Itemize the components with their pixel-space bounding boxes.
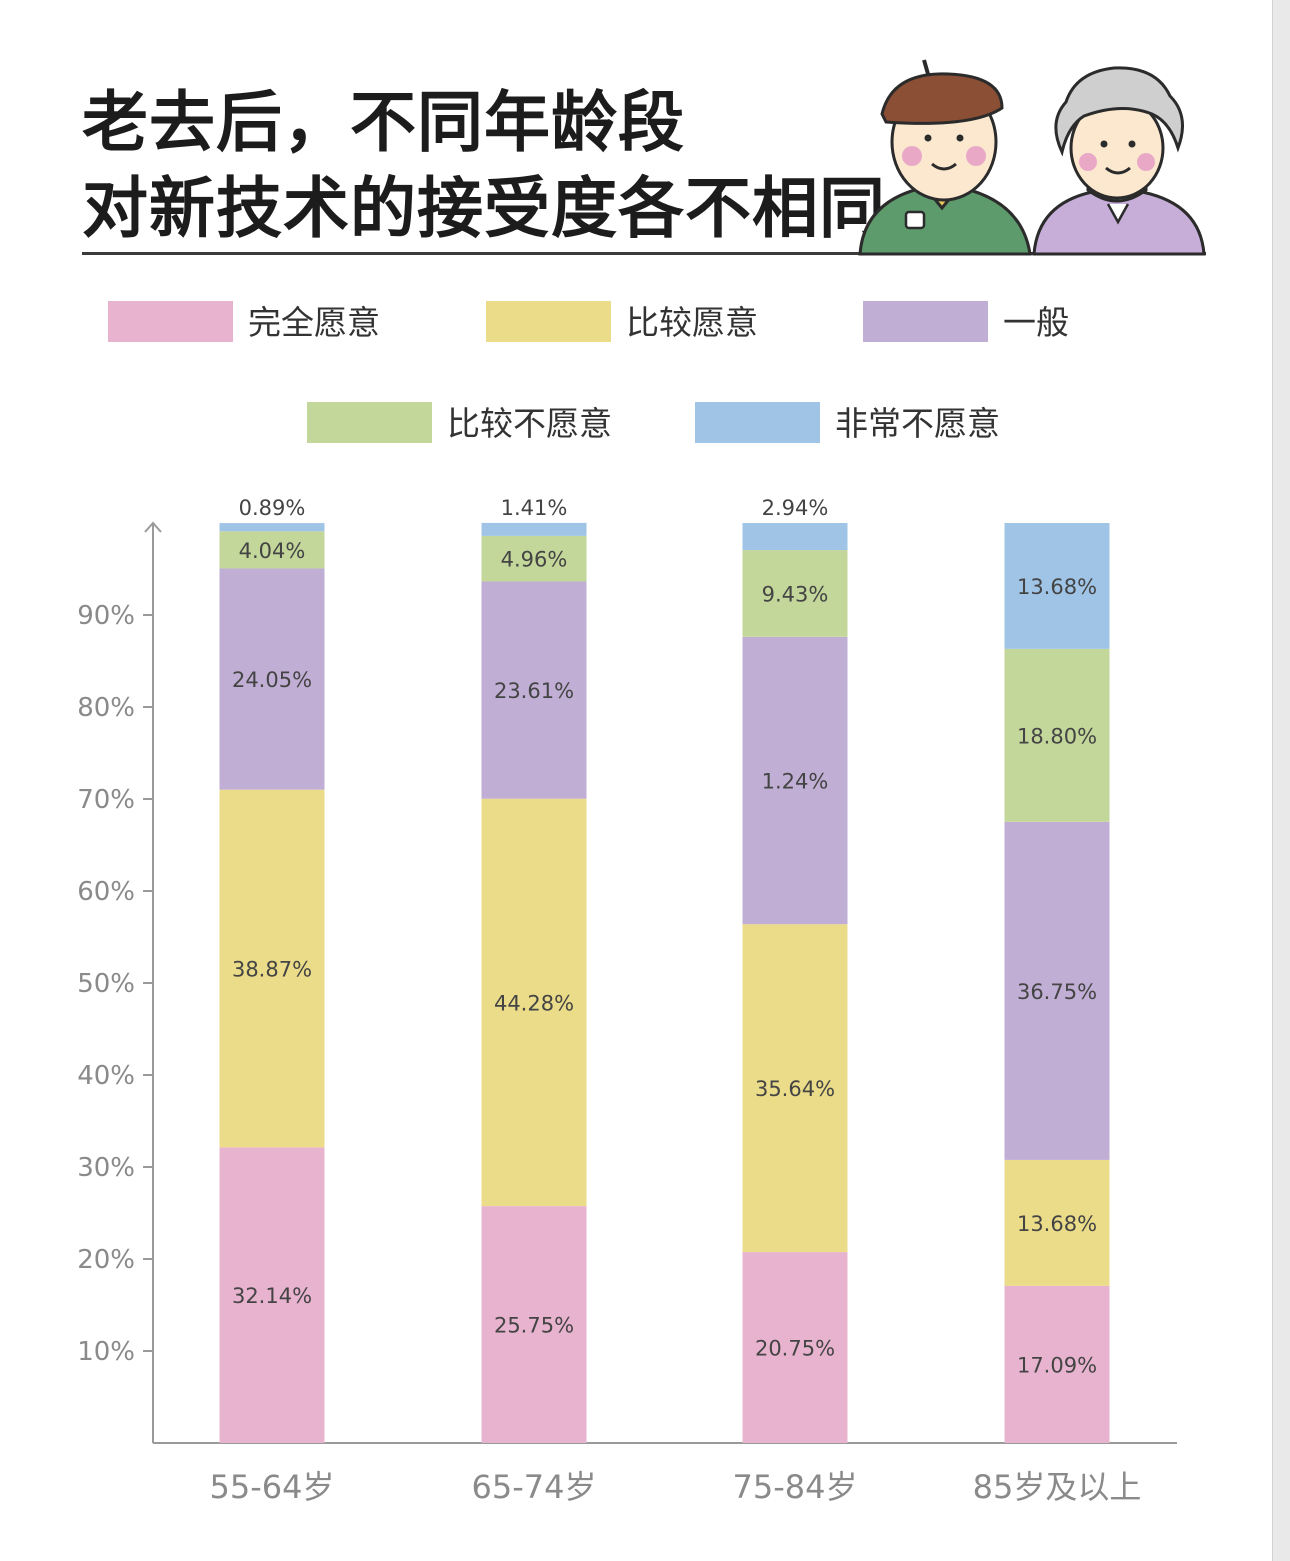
data-label-3-4: 13.68% — [1017, 575, 1097, 599]
bar-segment-2-4 — [742, 523, 848, 551]
bar-segment-2-2 — [742, 636, 848, 925]
legend-label-2: 一般 — [1003, 303, 1069, 342]
data-label-1-1: 44.28% — [494, 991, 574, 1015]
bar-segment-2-0 — [742, 1252, 848, 1443]
title-line-2: 对新技术的接受度各不相同 — [82, 170, 886, 247]
bar-segment-2-1 — [742, 924, 848, 1253]
grandpa-figure — [858, 59, 1032, 256]
bar-segment-0-3 — [219, 531, 325, 569]
data-label-1-2: 23.61% — [494, 679, 574, 703]
bar-segment-1-1 — [481, 798, 587, 1207]
data-label-0-4: 0.89% — [239, 496, 306, 520]
data-label-3-0: 17.09% — [1017, 1353, 1097, 1377]
data-label-2-4: 2.94% — [762, 496, 829, 520]
bar-segment-0-0 — [219, 1147, 325, 1443]
legend-label-3: 比较不愿意 — [447, 404, 612, 443]
data-label-2-1: 35.64% — [755, 1077, 835, 1101]
bar-segment-1-4 — [481, 522, 587, 536]
elderly-couple-illustration — [858, 59, 1206, 256]
legend-swatch-4 — [695, 402, 820, 443]
bar-segment-2-3 — [742, 550, 848, 637]
x-tick-label-2: 75-84岁 — [733, 1468, 858, 1506]
bar-segment-3-0 — [1004, 1285, 1110, 1443]
y-axis-arrow — [144, 521, 162, 533]
y-tick-label-0: 10% — [77, 1337, 135, 1367]
legend-label-0: 完全愿意 — [248, 303, 380, 342]
bar-segment-3-1 — [1004, 1159, 1110, 1286]
bar-segment-3-3 — [1004, 648, 1110, 822]
data-label-3-3: 18.80% — [1017, 724, 1097, 748]
title-line-1: 老去后，不同年龄段 — [82, 84, 685, 161]
y-tick-label-6: 70% — [77, 785, 135, 815]
y-tick-label-8: 90% — [77, 601, 135, 631]
data-label-2-0: 20.75% — [755, 1337, 835, 1361]
y-tick-label-2: 30% — [77, 1153, 135, 1183]
bar-segment-1-2 — [481, 581, 587, 799]
bar-segment-3-4 — [1004, 523, 1110, 649]
legend-swatch-3 — [307, 402, 432, 443]
data-label-3-1: 13.68% — [1017, 1212, 1097, 1236]
y-tick-label-3: 40% — [77, 1061, 135, 1091]
data-label-1-3: 4.96% — [501, 548, 568, 572]
data-label-3-2: 36.75% — [1017, 980, 1097, 1004]
bar-segment-3-2 — [1004, 821, 1110, 1160]
y-tick-label-7: 80% — [77, 693, 135, 723]
scrollbar-edge — [1272, 0, 1273, 1561]
bar-segment-0-4 — [219, 523, 325, 532]
bar-segment-0-2 — [219, 568, 325, 790]
y-tick-label-5: 60% — [77, 877, 135, 907]
data-label-0-0: 32.14% — [232, 1284, 312, 1308]
data-label-2-2: 1.24% — [762, 770, 829, 794]
y-tick-label-4: 50% — [77, 969, 135, 999]
legend-swatch-1 — [486, 301, 611, 342]
data-label-1-0: 25.75% — [494, 1314, 574, 1338]
x-tick-label-3: 85岁及以上 — [973, 1468, 1142, 1506]
scrollbar-track[interactable] — [1272, 0, 1290, 1561]
data-label-1-4: 1.41% — [501, 496, 568, 520]
data-label-0-3: 4.04% — [239, 539, 306, 563]
x-tick-label-1: 65-74岁 — [472, 1468, 597, 1506]
title-divider — [82, 252, 1206, 255]
bar-segment-1-3 — [481, 535, 587, 582]
data-label-2-3: 9.43% — [762, 582, 829, 606]
data-label-0-2: 24.05% — [232, 668, 312, 692]
grandma-figure — [1032, 66, 1206, 256]
data-label-0-1: 38.87% — [232, 958, 312, 982]
bar-segment-1-0 — [481, 1206, 587, 1443]
legend-swatch-0 — [108, 301, 233, 342]
legend-label-4: 非常不愿意 — [835, 404, 1000, 443]
chart-title: 老去后，不同年龄段 对新技术的接受度各不相同 — [82, 80, 886, 252]
legend-swatch-2 — [863, 301, 988, 342]
y-tick-label-1: 20% — [77, 1245, 135, 1275]
bar-segment-0-1 — [219, 789, 325, 1148]
legend-label-1: 比较愿意 — [626, 303, 758, 342]
x-tick-label-0: 55-64岁 — [210, 1468, 335, 1506]
